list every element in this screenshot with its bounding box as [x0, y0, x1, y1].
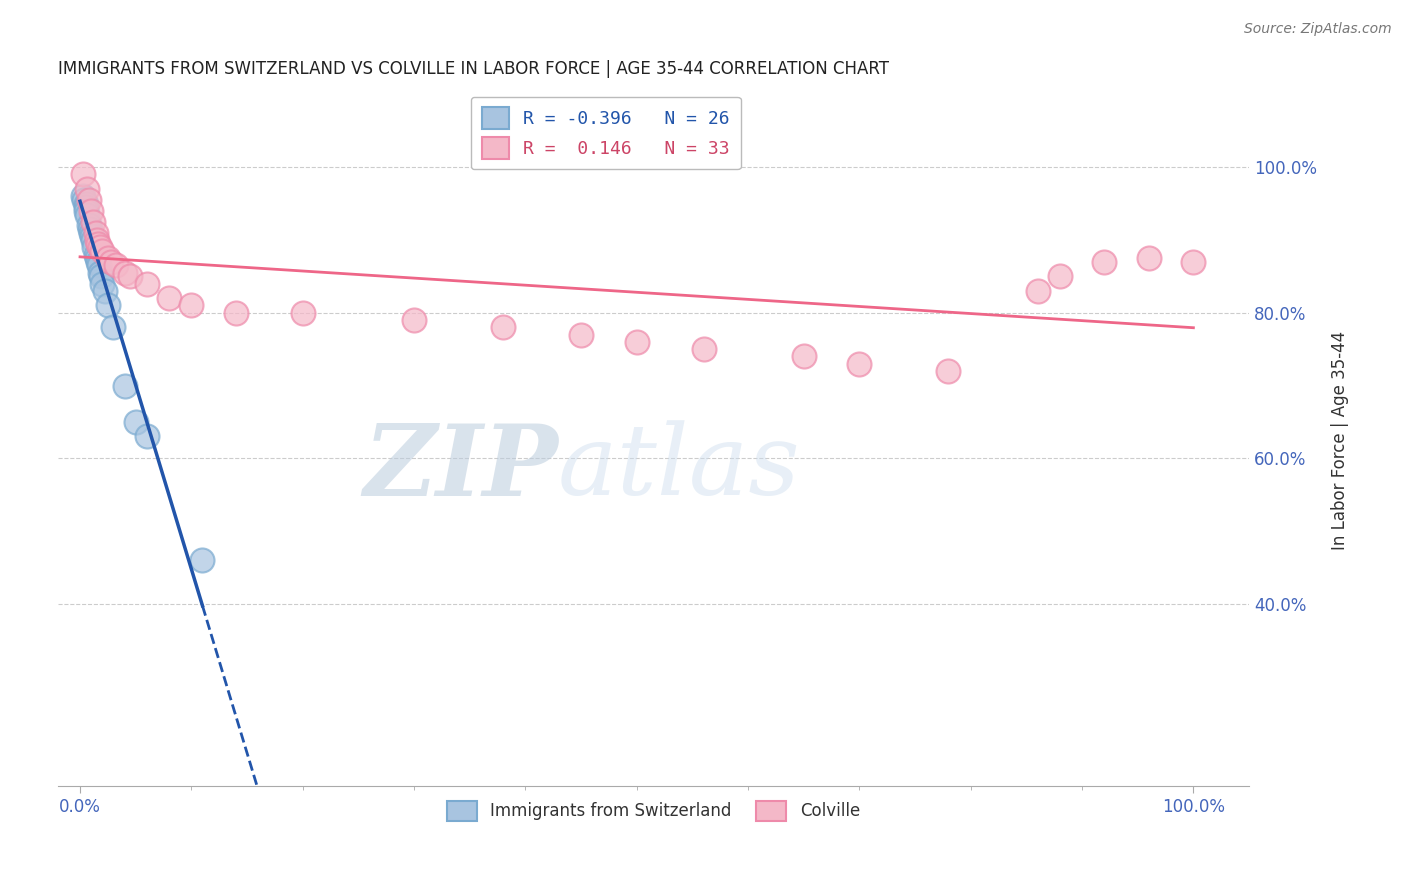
Point [75, 200, 97, 214]
Y-axis label: In Labor Force | Age 35-44: In Labor Force | Age 35-44 [1331, 331, 1348, 549]
Point [77, 219, 100, 233]
Point [87, 259, 110, 273]
Point [938, 364, 960, 378]
Point [1026, 284, 1049, 298]
Point [75, 196, 97, 211]
Point [76, 182, 98, 196]
Point [848, 357, 870, 371]
Point [89, 266, 111, 280]
Point [135, 277, 157, 291]
Point [80, 226, 103, 240]
Point [104, 259, 127, 273]
Point [120, 269, 142, 284]
Point [82, 229, 104, 244]
Point [1182, 255, 1205, 269]
Point [100, 255, 122, 269]
Point [103, 320, 125, 334]
Point [1092, 255, 1115, 269]
Point [1049, 269, 1071, 284]
Point [82, 215, 104, 229]
Point [84, 226, 107, 240]
Point [82, 233, 104, 247]
Legend: Immigrants from Switzerland, Colville: Immigrants from Switzerland, Colville [434, 789, 872, 833]
Point [692, 342, 714, 356]
Point [87, 255, 110, 269]
Point [86, 233, 108, 247]
Point [114, 266, 136, 280]
Point [225, 306, 247, 320]
Point [135, 429, 157, 443]
Point [492, 320, 515, 334]
Point [1137, 251, 1160, 265]
Point [125, 415, 148, 429]
Text: Source: ZipAtlas.com: Source: ZipAtlas.com [1244, 22, 1392, 37]
Point [72, 189, 94, 203]
Point [97, 298, 120, 312]
Point [79, 222, 101, 236]
Point [569, 327, 592, 342]
Point [91, 244, 114, 258]
Point [84, 247, 107, 261]
Point [626, 334, 648, 349]
Point [191, 553, 214, 567]
Point [86, 251, 108, 265]
Point [90, 269, 112, 284]
Point [72, 168, 94, 182]
Point [77, 193, 100, 207]
Point [76, 207, 98, 221]
Point [114, 378, 136, 392]
Point [83, 240, 105, 254]
Point [157, 291, 180, 305]
Point [89, 240, 111, 254]
Point [73, 193, 96, 207]
Text: atlas: atlas [558, 420, 801, 516]
Point [793, 350, 815, 364]
Point [180, 298, 202, 312]
Text: IMMIGRANTS FROM SWITZERLAND VS COLVILLE IN LABOR FORCE | AGE 35-44 CORRELATION C: IMMIGRANTS FROM SWITZERLAND VS COLVILLE … [58, 60, 889, 78]
Point [87, 236, 110, 251]
Point [402, 313, 425, 327]
Point [291, 306, 314, 320]
Point [75, 203, 97, 218]
Point [93, 284, 115, 298]
Point [97, 251, 120, 265]
Point [80, 203, 103, 218]
Point [91, 277, 114, 291]
Text: ZIP: ZIP [363, 419, 558, 516]
